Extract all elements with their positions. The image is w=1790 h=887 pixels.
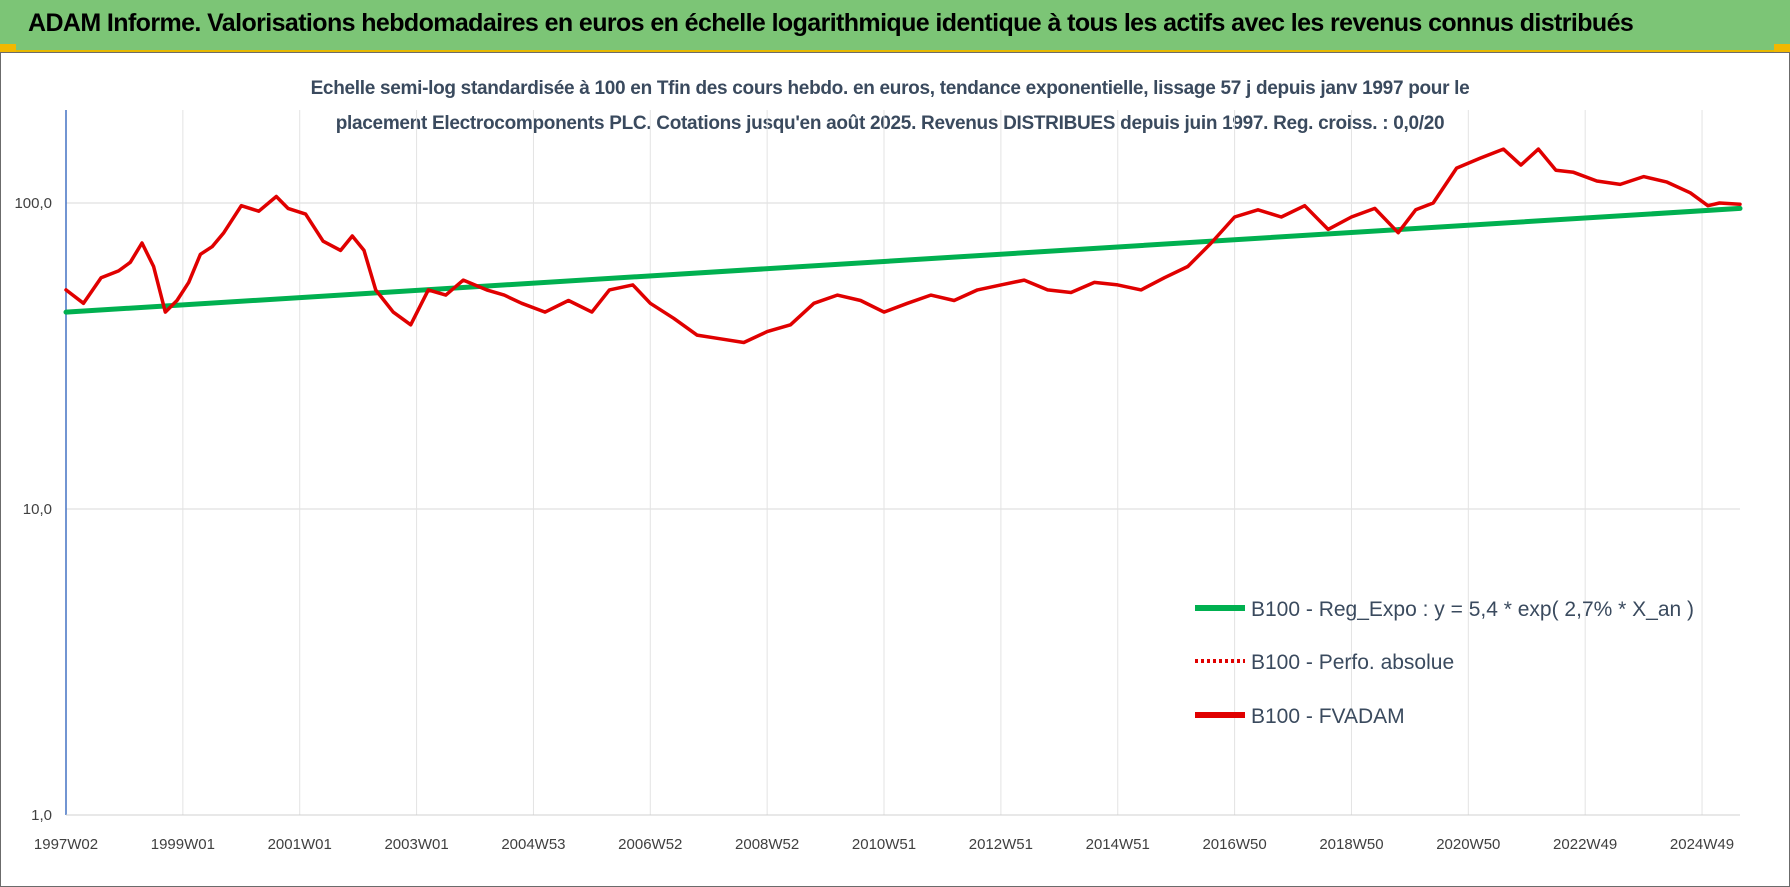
chart-area: [0, 52, 1790, 887]
x-tick-label: 1999W01: [151, 836, 215, 853]
y-tick-label: 10,0: [23, 501, 52, 518]
legend-label-perfo-absolue: B100 - Perfo. absolue: [1251, 651, 1454, 674]
series-regression-line: [63, 205, 1743, 315]
y-tick-label: 1,0: [31, 807, 52, 824]
legend-label-fvadam: B100 - FVADAM: [1251, 705, 1405, 728]
x-tick-label: 1997W02: [34, 836, 98, 853]
x-tick-label: 2001W01: [268, 836, 332, 853]
chart-title-line-1: Echelle semi-log standardisée à 100 en T…: [310, 78, 1470, 99]
y-tick-labels: 1,0 10,0 100,0: [14, 195, 52, 824]
corner-marker-right: [1774, 44, 1790, 54]
x-tick-label: 2010W51: [852, 836, 916, 853]
series-lines: [63, 147, 1743, 345]
x-tick-label: 2022W49: [1553, 836, 1617, 853]
x-tick-label: 2018W50: [1319, 836, 1383, 853]
x-tick-label: 2004W53: [501, 836, 565, 853]
corner-marker-left: [0, 44, 16, 54]
x-tick-labels: 1997W02 1999W01 2001W01 2003W01 2004W53 2006W…: [34, 836, 1734, 853]
x-tick-label: 2008W52: [735, 836, 799, 853]
vertical-gridlines: [182, 110, 1703, 815]
x-tick-label: 2003W01: [384, 836, 448, 853]
x-tick-label: 2014W51: [1086, 836, 1150, 853]
y-tick-label: 100,0: [14, 195, 52, 212]
legend-label-regression: B100 - Reg_Expo : y = 5,4 * exp( 2,7% * …: [1251, 598, 1694, 621]
header-banner: ADAM Informe. Valorisations hebdomadaire…: [0, 0, 1790, 52]
chart-title-line-2: placement Electrocomponents PLC. Cotatio…: [335, 113, 1445, 134]
x-tick-label: 2012W51: [969, 836, 1033, 853]
x-tick-label: 2006W52: [618, 836, 682, 853]
x-tick-label: 2016W50: [1202, 836, 1266, 853]
page-title: ADAM Informe. Valorisations hebdomadaire…: [28, 9, 1634, 37]
x-tick-label: 2020W50: [1436, 836, 1500, 853]
x-tick-label: 2024W49: [1670, 836, 1734, 853]
series-fvadam-line: [64, 147, 1742, 345]
legend: B100 - Reg_Expo : y = 5,4 * exp( 2,7% * …: [1195, 598, 1694, 728]
